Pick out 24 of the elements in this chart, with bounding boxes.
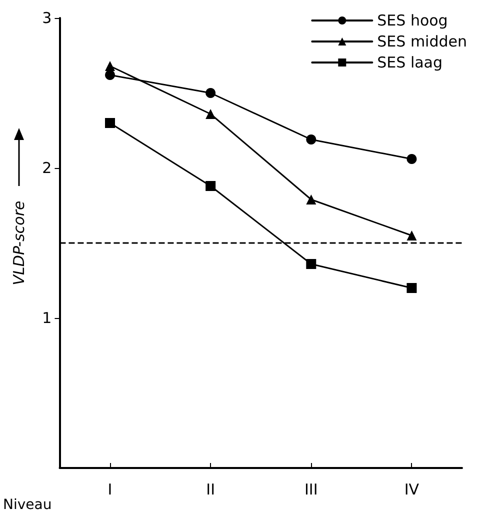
point — [206, 88, 216, 98]
point — [105, 118, 115, 128]
x-tick-label: III — [304, 480, 318, 498]
x-tick-label: IV — [404, 480, 420, 498]
point — [306, 194, 316, 204]
point — [206, 181, 216, 191]
legend-label: SES midden — [377, 32, 468, 50]
point — [306, 134, 316, 144]
point — [406, 230, 417, 240]
x-tick-label: I — [108, 480, 112, 498]
point — [105, 70, 115, 80]
point — [206, 109, 216, 119]
point — [406, 283, 417, 293]
y-tick-label: 2 — [42, 159, 52, 177]
x-axis-title: Niveau — [2, 497, 52, 512]
x-tick-label: II — [206, 480, 215, 498]
point — [406, 154, 417, 164]
point — [306, 259, 316, 269]
point — [105, 61, 115, 71]
legend-label: SES laag — [377, 54, 443, 72]
y-tick-label: 3 — [42, 9, 52, 27]
y-axis-title: VLDP-score — [10, 200, 28, 286]
legend-label: SES hoog — [377, 12, 448, 30]
y-tick-label: 1 — [42, 309, 52, 327]
